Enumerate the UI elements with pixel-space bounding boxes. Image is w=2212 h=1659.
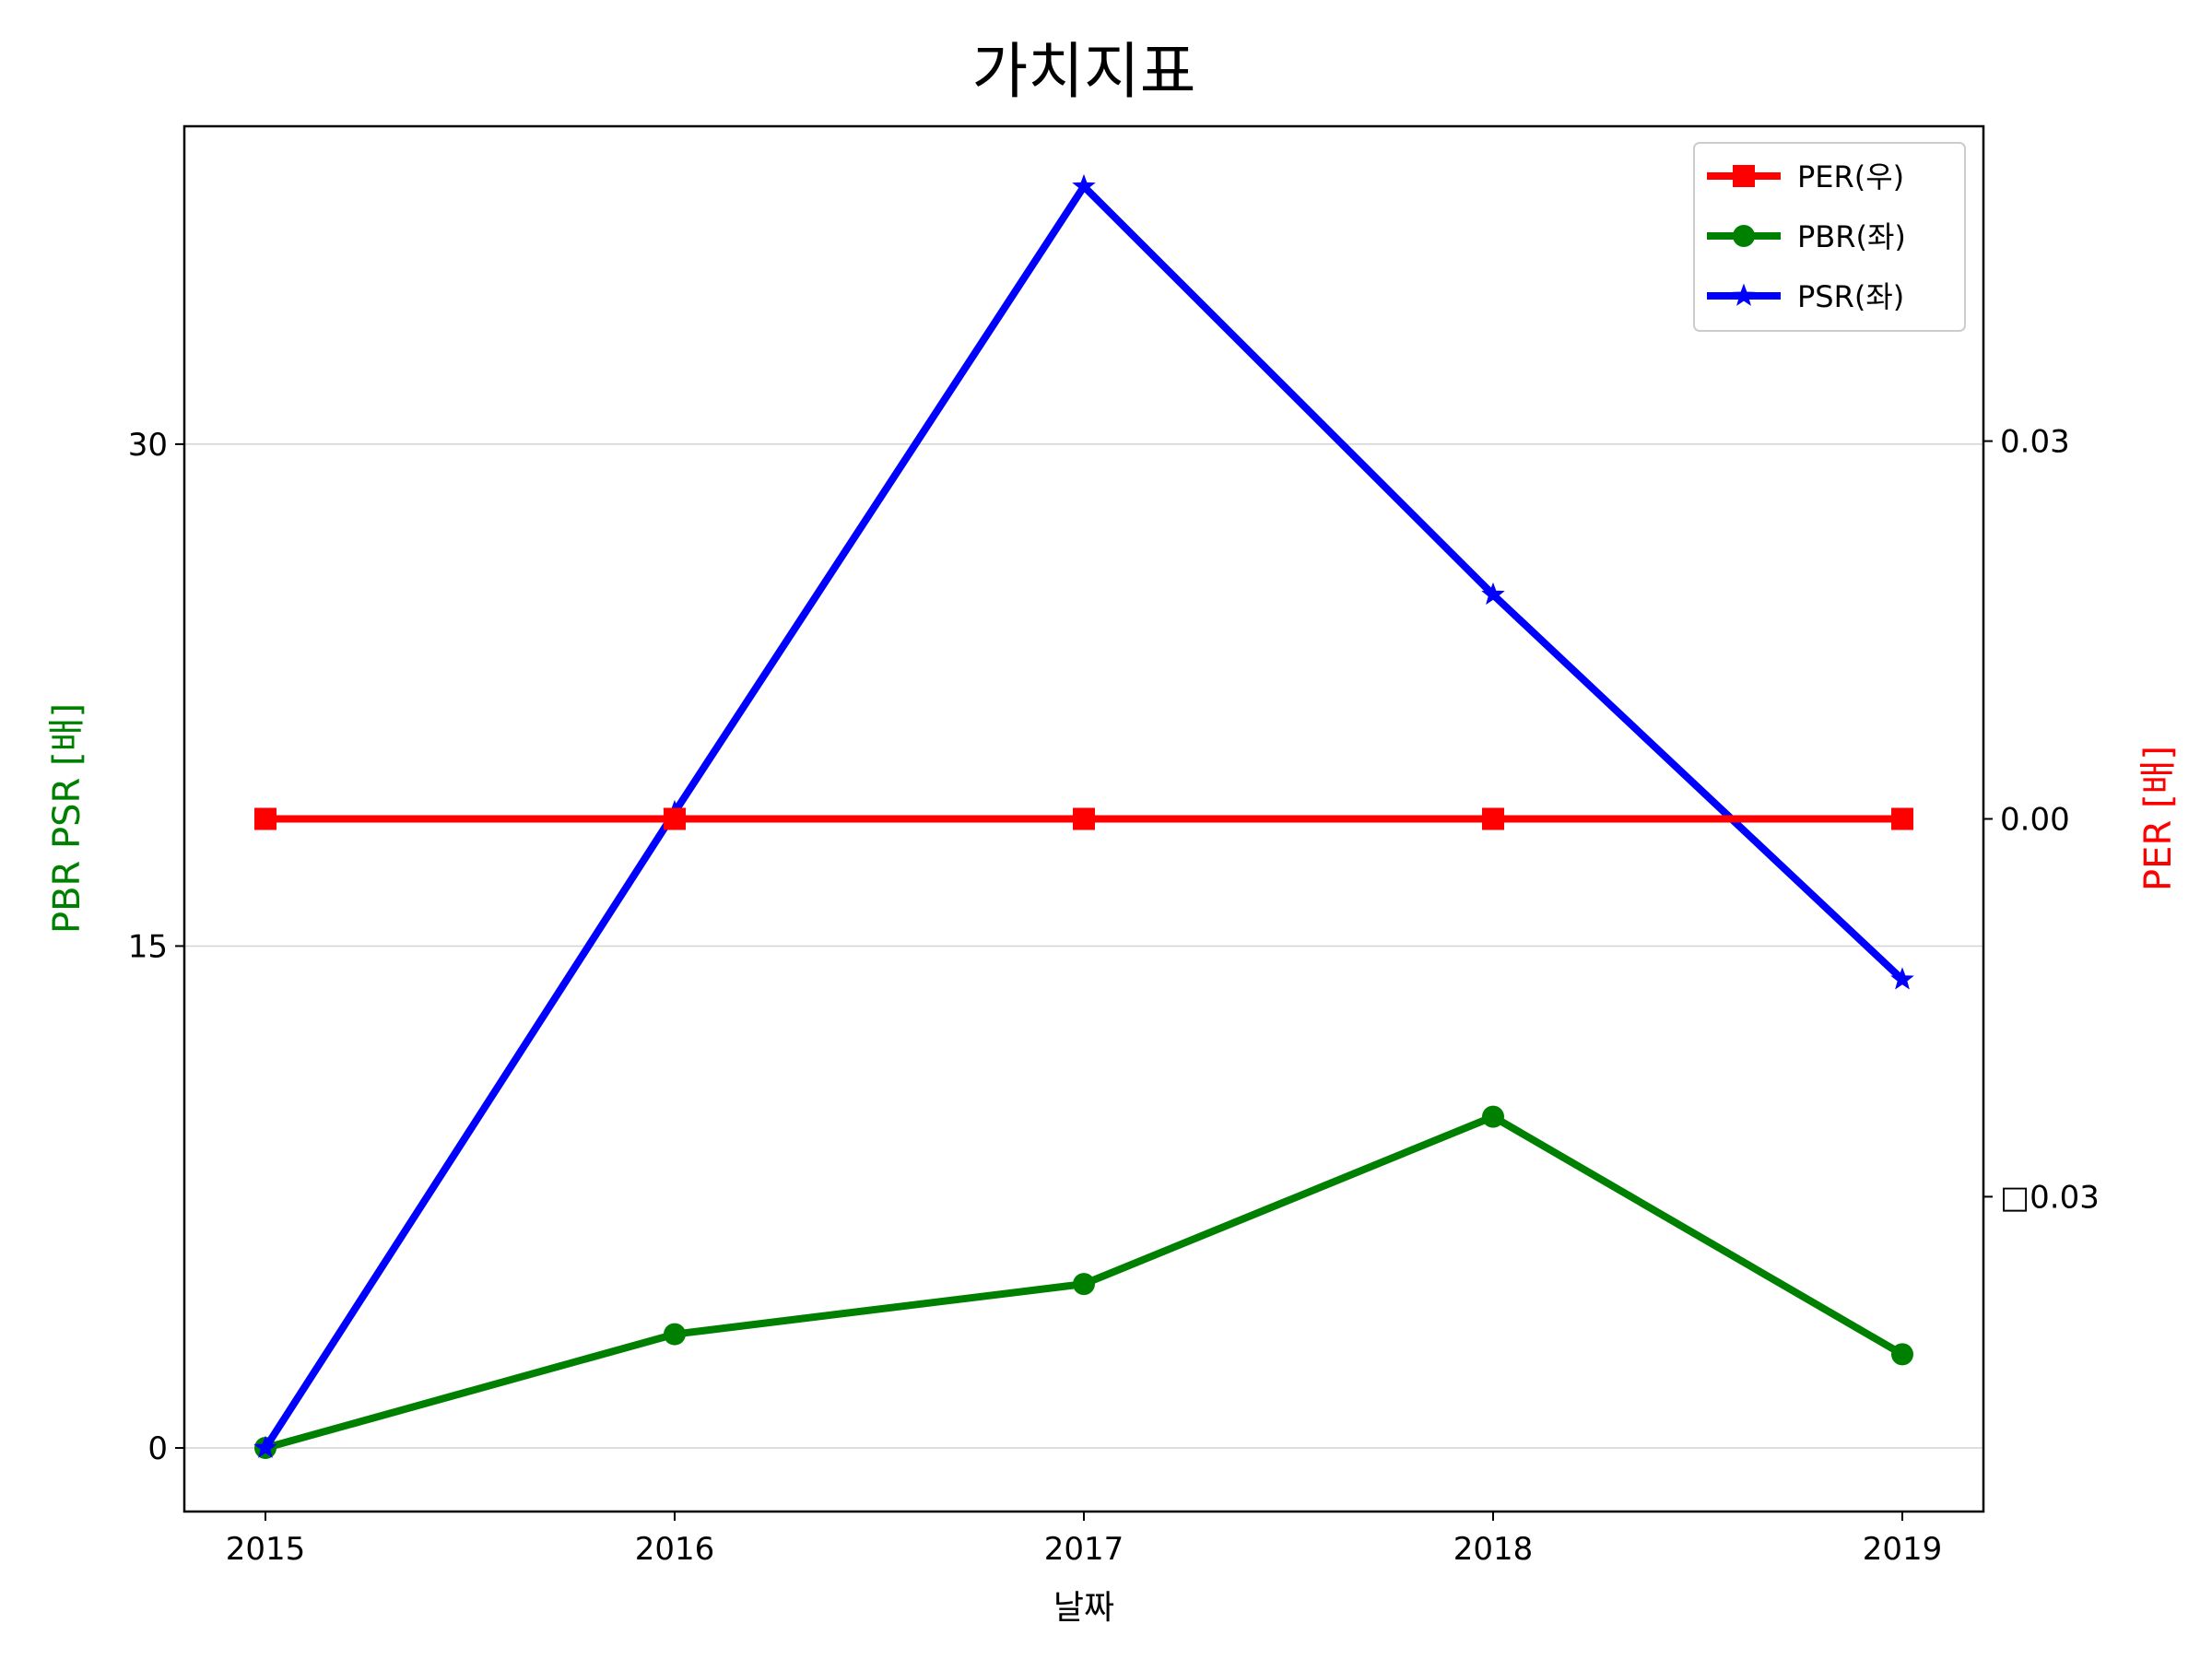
data-point-per xyxy=(1891,807,1913,830)
legend-box xyxy=(1693,142,1966,332)
plot-series xyxy=(253,173,1914,1460)
left-y-axis-label: PBR PSR [배] xyxy=(46,703,88,934)
legend-label-psr: PSR(좌) xyxy=(1797,279,1904,314)
right-y-axis-ticks: □0.03 0.00 0.03 xyxy=(1983,424,2100,1216)
series-per xyxy=(254,807,1913,830)
right-y-tick-label: 0.00 xyxy=(2000,802,2070,839)
left-y-axis-ticks: 0 15 30 xyxy=(128,427,184,1467)
data-point-psr xyxy=(253,1435,277,1458)
data-point-pbr xyxy=(1891,1343,1913,1366)
legend: PER(우) PBR(좌) PSR(좌) xyxy=(1693,142,1966,332)
gridlines xyxy=(184,443,1983,1449)
x-tick-label: 2016 xyxy=(635,1531,715,1568)
right-y-tick-label: 0.03 xyxy=(2000,424,2070,461)
data-point-pbr xyxy=(1073,1273,1095,1296)
x-axis-ticks: 2015 2016 2017 2018 2019 xyxy=(226,1512,1943,1568)
legend-label-per: PER(우) xyxy=(1797,159,1904,194)
data-point-psr xyxy=(1072,173,1096,197)
data-point-per xyxy=(1482,807,1504,830)
x-tick-label: 2015 xyxy=(226,1531,306,1568)
data-point-per xyxy=(1073,807,1095,830)
x-tick-label: 2019 xyxy=(1863,1531,1943,1568)
data-point-pbr xyxy=(664,1323,686,1346)
data-point-per xyxy=(254,807,276,830)
chart-title: 가치지표 xyxy=(972,36,1196,107)
x-tick-label: 2017 xyxy=(1044,1531,1124,1568)
legend-marker-per xyxy=(1733,165,1755,187)
legend-label-pbr: PBR(좌) xyxy=(1797,219,1906,254)
right-y-axis-label: PER [배] xyxy=(2137,746,2180,891)
series-pbr xyxy=(254,1105,1913,1460)
x-tick-label: 2018 xyxy=(1453,1531,1534,1568)
data-point-pbr xyxy=(1482,1105,1504,1128)
legend-marker-psr xyxy=(1732,283,1756,306)
data-point-psr xyxy=(1890,967,1914,990)
x-axis-label: 날짜 xyxy=(1053,1589,1114,1627)
left-y-tick-label: 30 xyxy=(128,427,168,464)
left-y-tick-label: 15 xyxy=(128,928,168,965)
left-y-tick-label: 0 xyxy=(147,1430,168,1467)
legend-marker-pbr xyxy=(1733,225,1755,247)
data-point-psr xyxy=(1481,582,1505,606)
right-y-tick-label: □0.03 xyxy=(2000,1179,2100,1216)
data-point-per xyxy=(664,807,686,830)
